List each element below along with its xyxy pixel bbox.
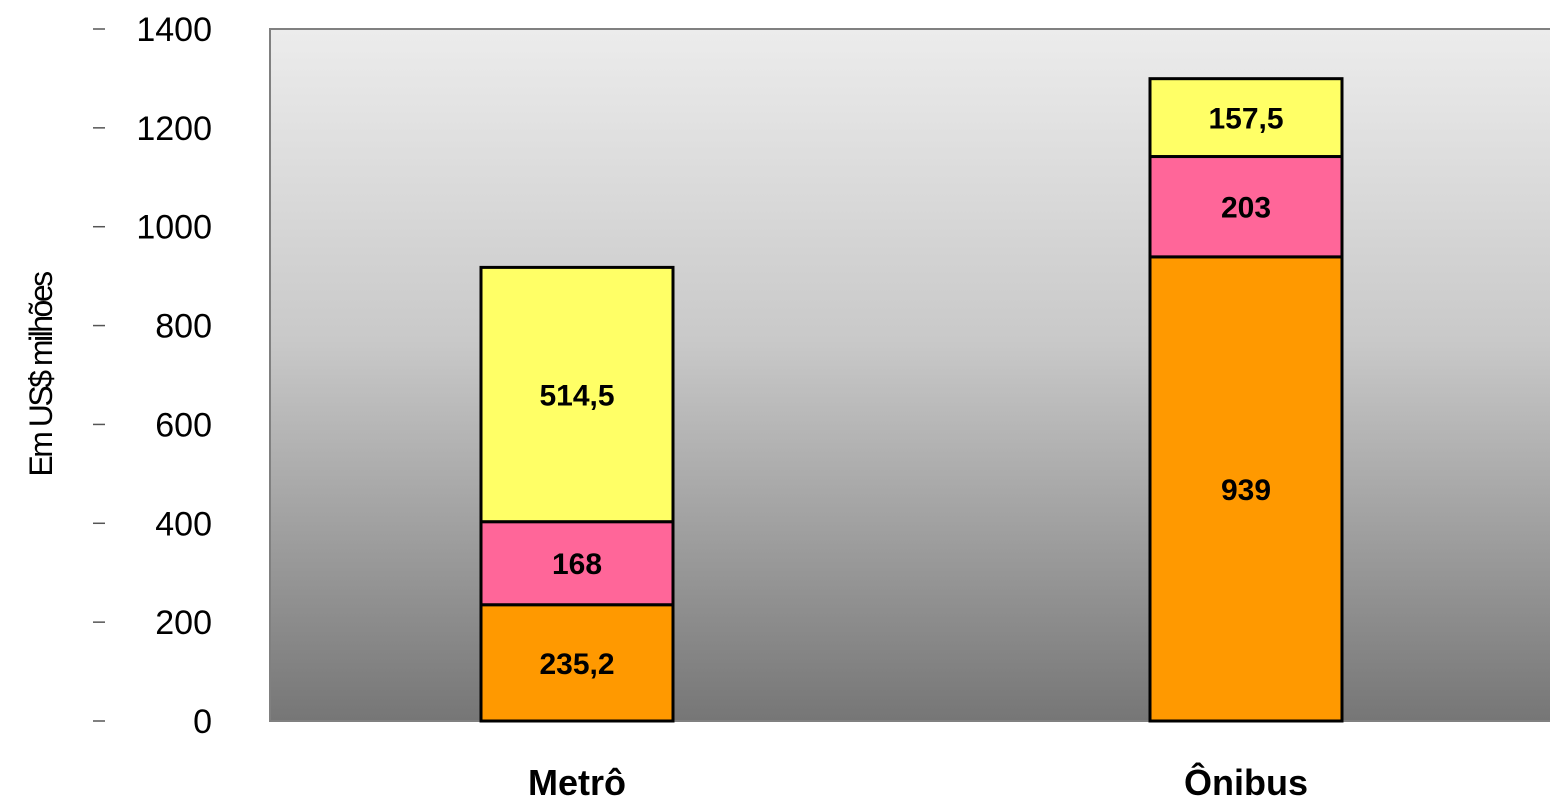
y-tick-label: 200 (155, 604, 212, 642)
data-label: 514,5 (539, 380, 614, 413)
data-label: 203 (1221, 192, 1271, 225)
bar-segment (479, 265, 675, 524)
y-tick-label: 1400 (136, 11, 212, 49)
y-axis-title: Em US$ milhões (23, 272, 59, 477)
y-tick-label: 600 (155, 406, 212, 444)
data-label: 939 (1221, 474, 1271, 507)
plot-area (269, 28, 1550, 722)
x-axis: Metrô Ônibus (528, 761, 1308, 803)
x-category-label: Metrô (528, 762, 626, 803)
data-labels-group: 235,2 168 514,5 939 203 157,5 (539, 103, 1283, 681)
x-category-label: Ônibus (1184, 761, 1308, 803)
bar-segment (1148, 255, 1344, 723)
data-label: 157,5 (1208, 103, 1283, 136)
bar-segment (479, 520, 675, 607)
y-tick-label: 1000 (136, 209, 212, 247)
bar-segment (1148, 155, 1344, 259)
bar-segment (1148, 77, 1344, 159)
y-tick-label: 1200 (136, 110, 212, 148)
data-label: 168 (552, 548, 602, 581)
data-label: 235,2 (539, 648, 614, 681)
y-tick-label: 800 (155, 308, 212, 346)
y-tick-label: 400 (155, 505, 212, 543)
bar-segment (479, 603, 675, 723)
bars-group (479, 77, 1344, 723)
y-axis: 0 200 400 600 800 1000 1200 1400 (93, 11, 212, 741)
y-tick-label: 0 (193, 703, 212, 741)
